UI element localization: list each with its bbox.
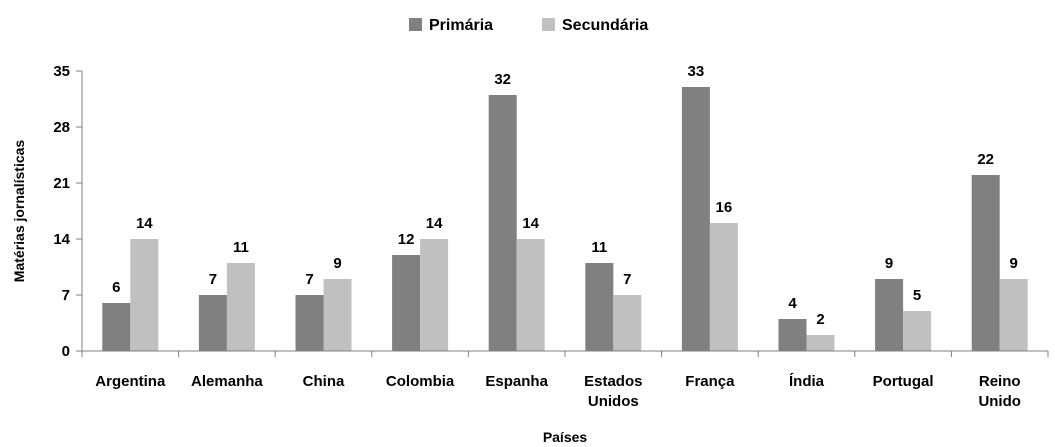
bar-secundaria: [226, 263, 255, 351]
x-tick-label: Espanha: [485, 373, 548, 390]
data-label: 4: [788, 295, 797, 312]
bar-primaria: [392, 255, 421, 351]
data-label: 14: [426, 215, 443, 232]
bar-secundaria: [130, 239, 159, 351]
x-tick-label: Argentina: [95, 373, 166, 390]
data-label: 7: [209, 271, 217, 288]
legend-label: Secundária: [562, 17, 648, 34]
bar-primaria: [778, 319, 807, 351]
bar-primaria: [585, 263, 614, 351]
y-axis-title: Matérias jornalísticas: [11, 140, 27, 283]
bar-secundaria: [999, 279, 1028, 351]
bar-primaria: [681, 87, 710, 351]
bar-secundaria: [516, 239, 545, 351]
legend-label: Primária: [429, 17, 493, 34]
data-label: 7: [305, 271, 313, 288]
data-label: 16: [716, 199, 733, 216]
y-tick-label: 0: [62, 343, 70, 360]
legend-swatch: [409, 18, 422, 31]
data-label: 22: [977, 151, 994, 168]
x-tick-label: Colombia: [386, 373, 455, 390]
y-axis: 0 7 14 21 28 35: [53, 63, 83, 360]
y-tick-label: 35: [53, 63, 70, 80]
x-tick-label: Índia: [789, 373, 825, 390]
data-label: 6: [112, 279, 120, 296]
data-label: 14: [522, 215, 539, 232]
bar-primaria: [971, 175, 1000, 351]
x-tick-label: Reino Unido: [978, 373, 1021, 410]
data-label: 14: [136, 215, 153, 232]
x-axis: Argentina Alemanha China Colombia Espanha Est…: [81, 350, 1049, 410]
y-tick-label: 21: [53, 175, 70, 192]
y-tick-label: 28: [53, 119, 70, 136]
data-label: 5: [913, 287, 921, 304]
data-label: 11: [233, 239, 249, 256]
x-tick-label: Alemanha: [191, 373, 263, 390]
bar-secundaria: [709, 223, 738, 351]
data-label: 9: [1010, 255, 1018, 272]
x-tick-label: China: [303, 373, 345, 390]
bar-secundaria: [323, 279, 352, 351]
bar-primaria: [198, 295, 227, 351]
bar-secundaria: [420, 239, 449, 351]
x-axis-title: Países: [543, 429, 588, 445]
x-tick-label: Estados Unidos: [584, 373, 642, 410]
y-tick-label: 14: [53, 231, 70, 248]
x-tick-label: França: [685, 373, 735, 390]
legend: Primária Secundária: [409, 17, 648, 34]
bar-primaria: [295, 295, 324, 351]
data-label: 9: [333, 255, 341, 272]
bar-primaria: [102, 303, 131, 351]
y-tick-label: 7: [62, 287, 70, 304]
bar-secundaria: [806, 335, 835, 351]
bar-primaria: [875, 279, 904, 351]
data-label: 12: [398, 231, 415, 248]
bar-secundaria: [613, 295, 642, 351]
bar-secundaria: [903, 311, 932, 351]
bar-primaria: [488, 95, 517, 351]
data-label: 2: [816, 311, 824, 328]
data-label: 33: [688, 63, 705, 80]
data-label: 11: [591, 239, 607, 256]
data-label: 7: [623, 271, 631, 288]
legend-swatch: [542, 18, 555, 31]
data-label: 9: [885, 255, 893, 272]
x-tick-label: Portugal: [873, 373, 934, 390]
data-label: 32: [494, 71, 511, 88]
